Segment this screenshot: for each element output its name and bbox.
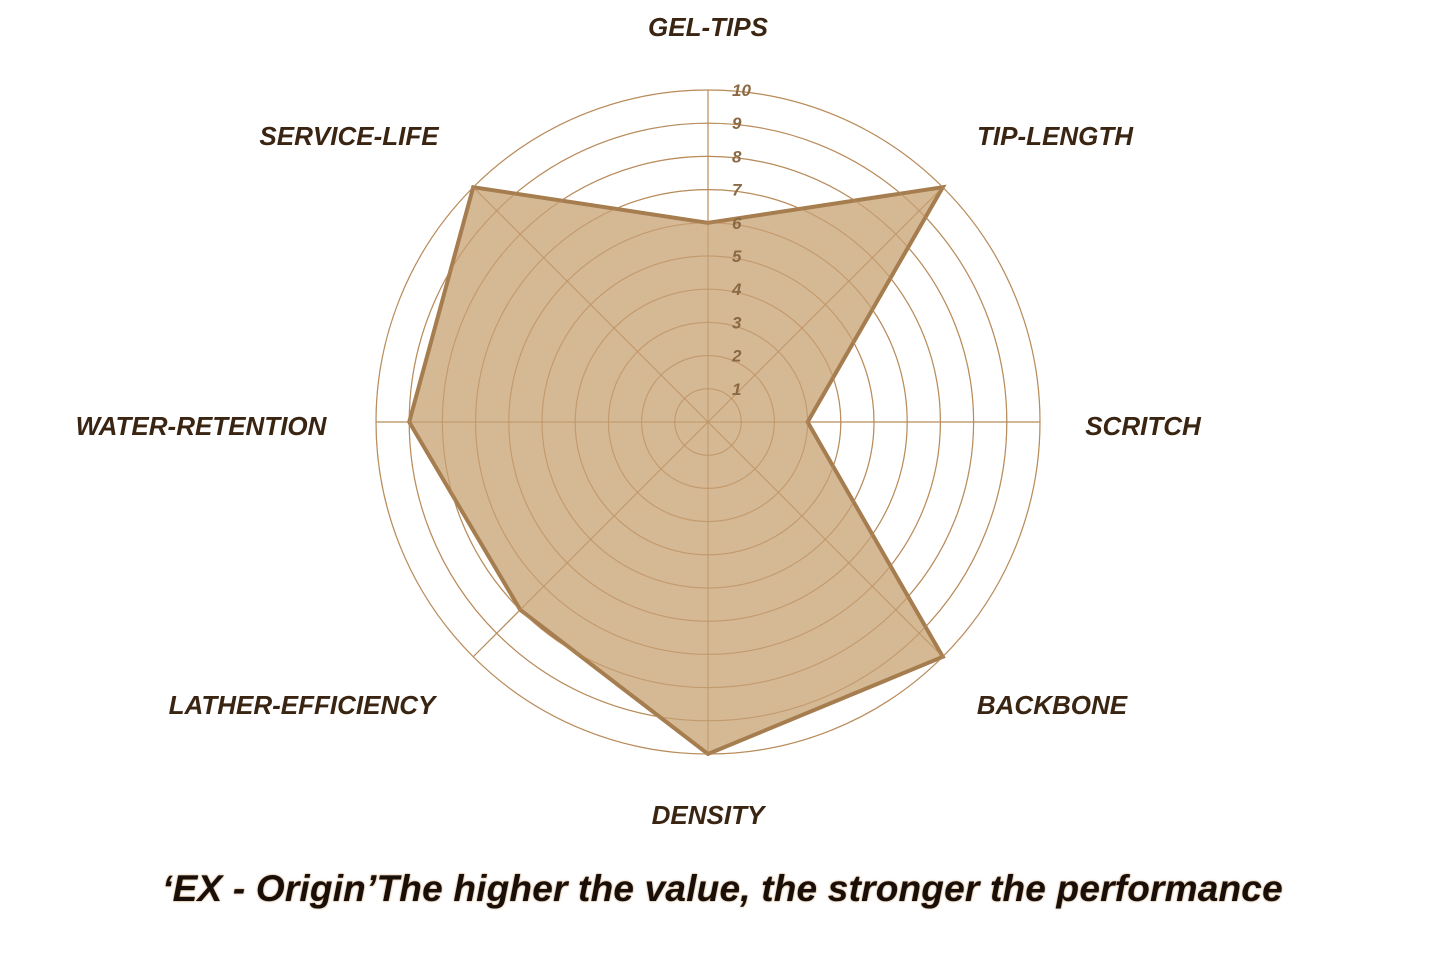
axis-label-water-retention: WATER-RETENTION [76, 411, 328, 441]
axis-label-lather-efficiency: LATHER-EFFICIENCY [169, 690, 438, 720]
chart-caption: ‘EX - Origin’The higher the value, the s… [162, 868, 1283, 909]
axis-label-density: DENSITY [652, 800, 767, 830]
tick-label-9: 9 [732, 114, 742, 133]
axis-label-scritch: SCRITCH [1085, 411, 1202, 441]
axis-label-backbone: BACKBONE [977, 690, 1128, 720]
tick-label-2: 2 [731, 347, 742, 366]
grid-spoke-overlay-8 [472, 186, 709, 423]
grid-spoke-overlay-4 [707, 421, 944, 658]
tick-label-6: 6 [732, 214, 742, 233]
tick-label-3: 3 [732, 313, 742, 332]
tick-label-5: 5 [732, 247, 742, 266]
radar-axis-labels: GEL-TIPS TIP-LENGTH SCRITCH BACKBONE DENSITY… [76, 12, 1202, 830]
radar-series [375, 89, 1041, 757]
grid-spoke-overlay-2 [707, 186, 944, 423]
axis-label-tip-length: TIP-LENGTH [977, 121, 1134, 151]
tick-label-7: 7 [732, 181, 743, 200]
tick-label-1: 1 [732, 380, 741, 399]
tick-label-4: 4 [731, 280, 742, 299]
axis-label-service-life: SERVICE-LIFE [259, 121, 439, 151]
tick-label-10: 10 [732, 81, 751, 100]
grid-spoke-overlay-6 [472, 421, 709, 658]
tick-label-8: 8 [732, 147, 742, 166]
axis-label-gel-tips: GEL-TIPS [648, 12, 769, 42]
radar-tick-labels: 1 2 3 4 5 6 7 8 9 10 [731, 81, 751, 399]
